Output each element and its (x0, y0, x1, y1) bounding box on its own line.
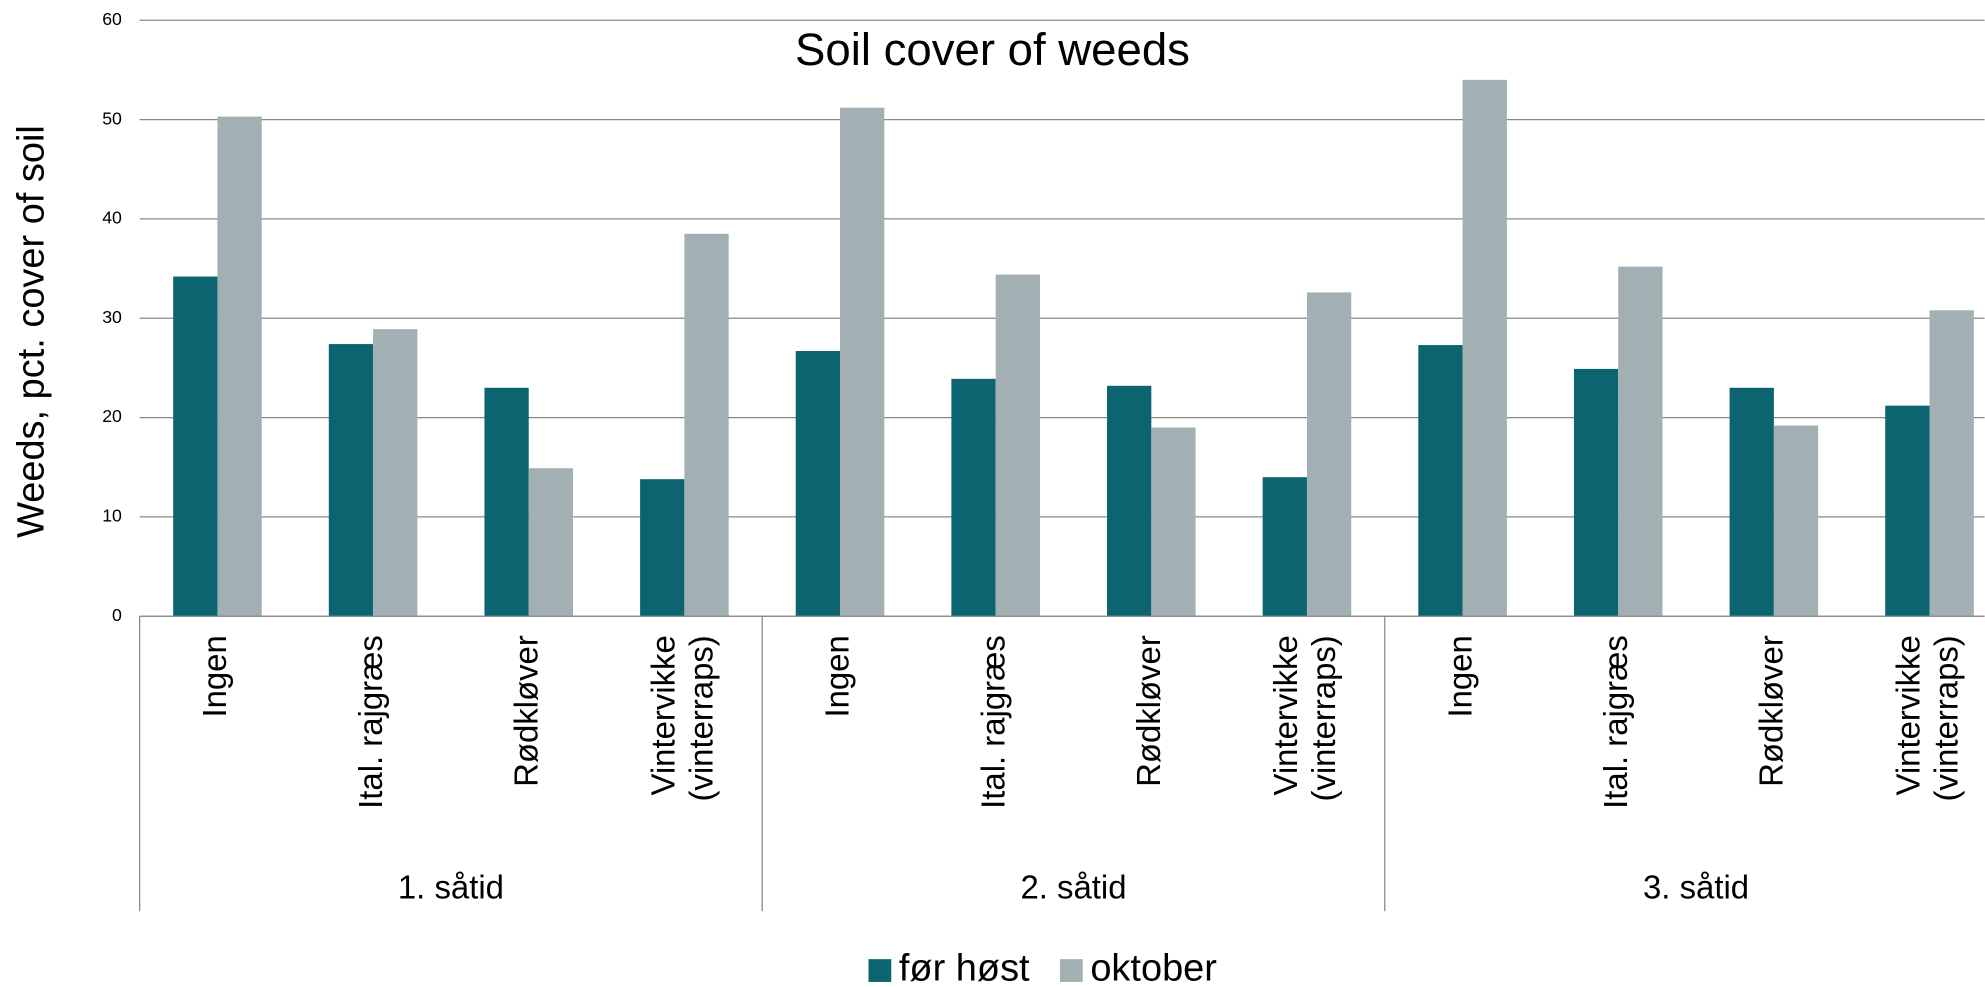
chart-title: Soil cover of weeds (795, 24, 1190, 75)
legend-label: før høst (899, 948, 1030, 987)
x-tick-label: Rødkløver (1753, 635, 1790, 787)
x-tick-label: Vintervikke(vinterraps) (644, 635, 719, 801)
bar (1729, 387, 1774, 617)
bar (1418, 345, 1463, 617)
bar (951, 378, 996, 617)
bar (995, 274, 1040, 617)
group-label: 3. såtid (1643, 868, 1749, 905)
bar (1306, 292, 1352, 617)
group-label: 2. såtid (1020, 868, 1126, 905)
y-tick-label: 10 (102, 506, 122, 526)
y-axis-title: Weeds, pct. cover of soil (10, 125, 52, 538)
x-tick-label: Ingen (196, 635, 233, 717)
group-label: 1. såtid (398, 868, 504, 905)
bar (484, 387, 529, 617)
bar (684, 233, 729, 617)
x-tick-label: Ingen (819, 635, 856, 717)
x-tick-label: Ingen (1441, 635, 1478, 717)
y-tick-label: 0 (112, 605, 122, 625)
bar (1773, 425, 1819, 617)
bar (795, 351, 841, 617)
legend-swatch (1059, 959, 1083, 982)
bar (1151, 427, 1196, 617)
x-tick-label: Rødkløver (1130, 635, 1167, 787)
y-tick-label: 30 (102, 307, 122, 327)
bar (217, 116, 262, 617)
bar (1462, 79, 1507, 617)
x-tick-label: Ital. rajgræs (352, 635, 389, 809)
x-tick-label: Ital. rajgræs (974, 635, 1011, 809)
bar (1929, 310, 1974, 617)
x-tick-label: Vintervikke(vinterraps) (1267, 635, 1342, 801)
bar (328, 344, 374, 617)
bar (1107, 385, 1152, 617)
bar (840, 107, 885, 617)
y-tick-label: 20 (102, 406, 122, 426)
bar (373, 329, 418, 617)
x-tick-label: Rødkløver (507, 635, 544, 787)
legend-swatch (868, 959, 892, 982)
y-tick-label: 40 (102, 208, 122, 228)
x-tick-label: Vintervikke(vinterraps) (1889, 635, 1964, 801)
bar (528, 468, 574, 617)
bar (1885, 405, 1930, 617)
bar (640, 479, 685, 617)
legend-label: oktober (1090, 948, 1217, 987)
bar (1262, 477, 1307, 617)
x-tick-label: Ital. rajgræs (1597, 635, 1634, 809)
bar (1573, 368, 1619, 617)
y-tick-label: 60 (102, 9, 122, 29)
y-tick-label: 50 (102, 108, 122, 128)
bar (173, 276, 218, 617)
bar (1618, 266, 1663, 617)
